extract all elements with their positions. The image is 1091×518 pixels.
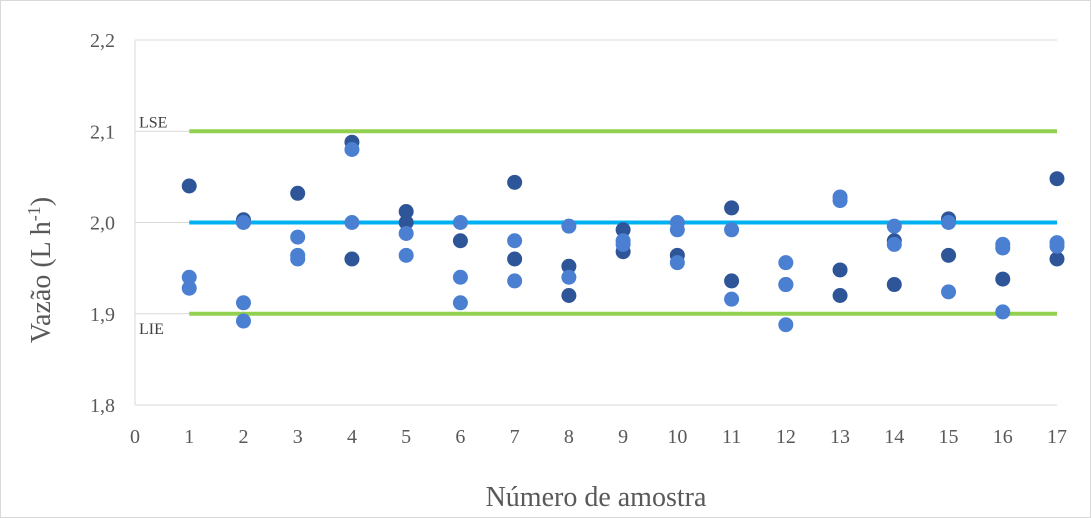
data-point <box>507 233 523 249</box>
data-point <box>886 236 902 252</box>
data-point <box>561 258 577 274</box>
data-point <box>941 215 957 230</box>
data-point <box>507 174 523 190</box>
y-axis-title-main: Vazão (L h <box>26 221 57 343</box>
data-point <box>235 295 251 311</box>
reference-line-label: LIE <box>139 321 164 338</box>
y-axis-title-close: ) <box>26 197 57 206</box>
data-point <box>886 218 902 234</box>
data-point <box>778 277 794 293</box>
x-tick-label: 14 <box>884 426 904 448</box>
data-point <box>832 288 848 303</box>
data-point <box>290 185 306 201</box>
x-tick-label: 7 <box>510 426 520 448</box>
data-point <box>724 273 740 289</box>
x-tick-label: 16 <box>993 426 1013 448</box>
reference-lines: LSE LIE <box>139 114 1057 338</box>
data-point <box>941 284 957 300</box>
data-point <box>181 269 197 285</box>
data-point <box>669 255 685 271</box>
x-tick-label: 12 <box>776 426 796 448</box>
data-point <box>724 200 740 216</box>
data-point <box>181 178 197 194</box>
x-tick-label: 9 <box>618 426 628 448</box>
data-point <box>235 215 251 230</box>
data-point <box>235 313 251 329</box>
x-tick-label: 17 <box>1047 426 1067 448</box>
data-point <box>832 262 848 278</box>
data-point <box>1049 251 1065 267</box>
reference-line-label: LSE <box>139 114 167 131</box>
data-point <box>344 251 360 267</box>
data-point <box>398 247 414 263</box>
x-tick-label: 5 <box>401 426 411 448</box>
data-point <box>507 273 523 289</box>
data-point <box>995 271 1011 287</box>
data-point <box>886 277 902 293</box>
y-axis-title-sup: -1 <box>24 206 44 221</box>
x-tick-label: 8 <box>564 426 574 448</box>
x-axis-ticks: 0 1 2 3 4 5 6 7 8 9 10 11 12 13 14 15 16 17 <box>130 426 1067 448</box>
data-point <box>452 295 468 311</box>
data-point <box>778 255 794 271</box>
x-tick-label: 0 <box>130 426 140 448</box>
data-point <box>290 251 306 267</box>
x-tick-label: 10 <box>667 426 687 448</box>
data-point <box>452 269 468 285</box>
data-point <box>995 240 1011 256</box>
y-tick-label: 2,1 <box>90 121 115 143</box>
data-point <box>398 204 414 220</box>
y-tick-label: 1,8 <box>90 395 115 417</box>
x-tick-label: 2 <box>238 426 248 448</box>
data-point <box>398 215 414 230</box>
data-point <box>995 304 1011 320</box>
data-point <box>398 225 414 241</box>
data-point <box>724 291 740 307</box>
data-point <box>344 215 360 230</box>
data-point <box>561 218 577 234</box>
x-tick-label: 1 <box>184 426 194 448</box>
data-point <box>941 247 957 263</box>
x-axis-title: Número de amostra <box>486 482 707 513</box>
data-point <box>561 269 577 285</box>
data-point <box>1049 238 1065 254</box>
y-tick-label: 2,0 <box>90 213 115 235</box>
x-tick-label: 6 <box>455 426 465 448</box>
data-point <box>669 222 685 238</box>
y-axis-ticks: 1,8 1,9 2,0 2,1 2,2 <box>90 30 115 417</box>
x-tick-label: 13 <box>830 426 850 448</box>
x-tick-label: 15 <box>939 426 959 448</box>
y-axis-title: Vazão (L h-1) <box>24 197 57 343</box>
data-point <box>724 222 740 238</box>
data-point <box>1049 171 1065 187</box>
data-point <box>507 251 523 267</box>
data-point <box>452 215 468 230</box>
data-point <box>181 280 197 296</box>
data-point <box>561 288 577 303</box>
x-tick-label: 4 <box>347 426 357 448</box>
x-tick-label: 11 <box>722 426 741 448</box>
data-point <box>344 142 360 157</box>
data-point <box>615 236 631 252</box>
y-tick-label: 1,9 <box>90 304 115 326</box>
x-tick-label: 3 <box>293 426 303 448</box>
data-point <box>452 233 468 249</box>
data-point <box>778 317 794 333</box>
data-point <box>615 222 631 238</box>
data-point <box>290 229 306 245</box>
y-tick-label: 2,2 <box>90 30 115 52</box>
data-points <box>181 134 1065 333</box>
data-point <box>832 193 848 209</box>
